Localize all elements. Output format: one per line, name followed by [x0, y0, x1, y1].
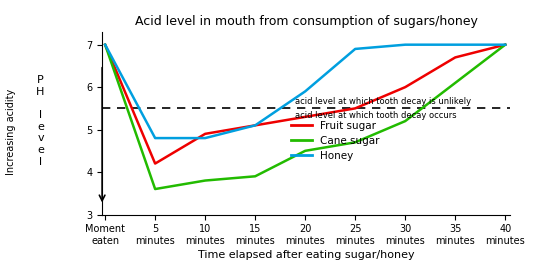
Text: Increasing acidity: Increasing acidity: [6, 89, 16, 175]
Legend: Fruit sugar, Cane sugar, Honey: Fruit sugar, Cane sugar, Honey: [287, 117, 383, 165]
X-axis label: Time elapsed after eating sugar/honey: Time elapsed after eating sugar/honey: [198, 250, 415, 260]
Text: P
H

l
e
v
e
l: P H l e v e l: [36, 75, 45, 167]
Text: acid level at which tooth decay occurs: acid level at which tooth decay occurs: [295, 111, 457, 120]
Text: acid level at which tooth decay is unlikely: acid level at which tooth decay is unlik…: [295, 97, 471, 106]
Title: Acid level in mouth from consumption of sugars/honey: Acid level in mouth from consumption of …: [135, 15, 477, 28]
